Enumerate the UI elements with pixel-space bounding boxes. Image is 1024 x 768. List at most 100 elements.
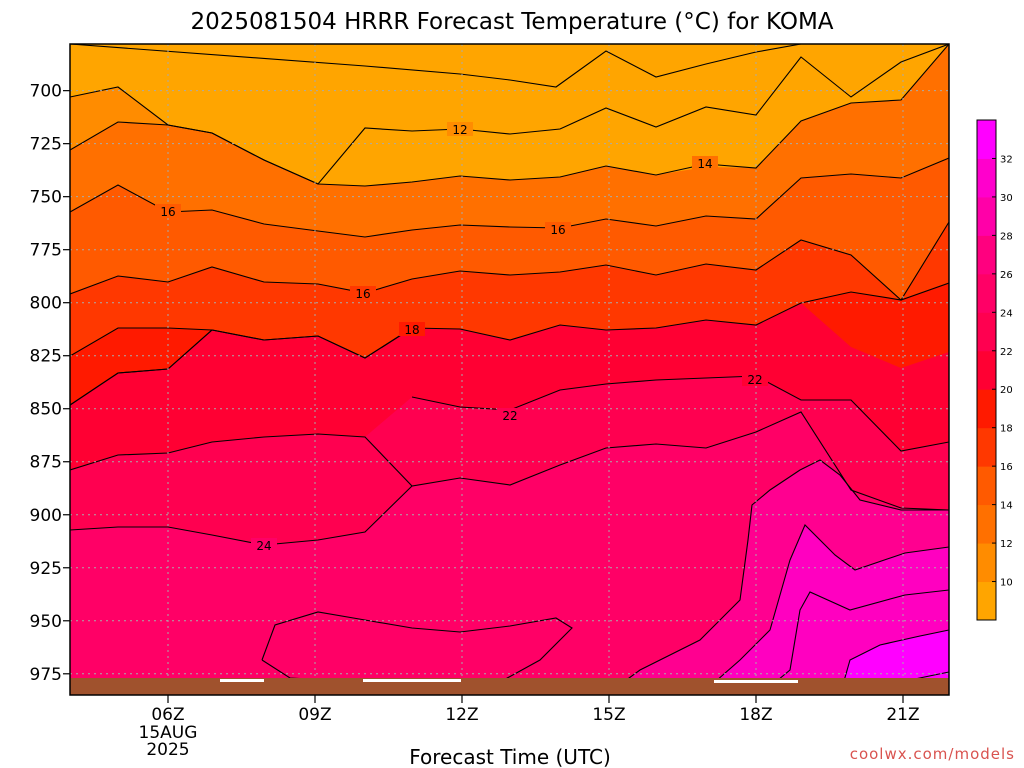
y-tick-label: 800	[30, 294, 62, 314]
colorbar: 10 12 14 16 18 20 22 24 26 28 30 32	[976, 119, 1013, 621]
x-axis-title: Forecast Time (UTC)	[409, 745, 611, 768]
contour-line-32	[759, 589, 949, 695]
x-tick-label: 21Z	[886, 705, 919, 725]
colorbar-tick-label: 30	[1000, 193, 1013, 204]
contour-line-14	[70, 44, 949, 187]
colorbar-tick-label: 26	[1000, 270, 1013, 281]
colorbar-swatch	[977, 389, 996, 429]
x-axis: 06Z 09Z 12Z 15Z 18Z 21Z	[151, 695, 920, 725]
colorbar-tick-label: 12	[1000, 539, 1013, 550]
colorbar-swatch	[977, 196, 996, 236]
contour-label-bg	[350, 286, 376, 300]
colorbar-swatch	[977, 312, 996, 352]
colorbar-swatch	[977, 543, 996, 583]
x-tick-label: 09Z	[298, 705, 331, 725]
contour-label-16a: 16	[155, 204, 181, 219]
contour-label-text: 16	[355, 287, 370, 301]
contour-label-bg	[447, 122, 473, 136]
contour-label-text: 24	[256, 539, 271, 553]
ground-markers	[220, 679, 798, 683]
colorbar-swatch	[977, 273, 996, 313]
contour-line-12	[70, 44, 802, 88]
colorbar-swatch	[977, 427, 996, 467]
colorbar-swatch	[977, 581, 996, 621]
colorbar-tick-label: 16	[1000, 462, 1013, 473]
colorbar-tick-label: 28	[1000, 231, 1013, 242]
contour-label-20: 18	[399, 322, 425, 337]
contour-label-22a: 22	[742, 372, 768, 387]
x-tick-label: 15Z	[592, 705, 625, 725]
contour-lines	[70, 44, 949, 695]
ground-marker	[220, 679, 264, 682]
colorbar-swatch	[977, 504, 996, 544]
contour-label-text: 16	[160, 205, 175, 219]
contour-line-26	[70, 485, 413, 546]
plot-frame	[69, 43, 950, 696]
y-tick-label: 900	[30, 506, 62, 526]
colorbar-frame	[976, 119, 997, 621]
colorbar-swatch	[977, 350, 996, 390]
colorbar-swatch	[977, 235, 996, 275]
contour-label-text: 22	[747, 373, 762, 387]
chart-title: 2025081504 HRRR Forecast Temperature (°C…	[190, 9, 833, 35]
x-tick-label: 18Z	[739, 705, 772, 725]
contour-label-22b: 22	[497, 408, 523, 423]
ground-strip	[70, 678, 949, 695]
contour-label-text: 22	[502, 409, 517, 423]
contour-label-bg	[497, 408, 523, 422]
x-tick-label: 06Z	[151, 705, 184, 725]
colorbar-swatch	[977, 158, 996, 198]
y-tick-label: 875	[30, 453, 62, 473]
y-tick-label: 975	[30, 665, 62, 685]
contour-label-bg	[545, 222, 571, 236]
x-date-year: 2025	[146, 740, 189, 760]
y-tick-label: 700	[30, 82, 62, 102]
credit-text: coolwx.com/models	[850, 745, 1015, 763]
ground-marker	[714, 680, 798, 683]
x-tick-label: 12Z	[445, 705, 478, 725]
contour-label-bg	[155, 204, 181, 218]
colorbar-tick-label: 14	[1000, 501, 1013, 512]
contour-line-16	[70, 157, 949, 238]
y-tick-label: 750	[30, 188, 62, 208]
y-tick-label: 825	[30, 347, 62, 367]
contour-label-text: 12	[452, 123, 467, 137]
contour-label-16b: 16	[545, 222, 571, 237]
colorbar-tick-label: 32	[1000, 154, 1013, 165]
contour-line-28	[605, 459, 949, 695]
contour-label-bg	[692, 156, 718, 170]
x-date-day: 15AUG	[139, 723, 198, 743]
contour-label-bg	[251, 538, 277, 552]
y-tick-label: 725	[30, 135, 62, 155]
contour-labels: 12 14 16 16 16 18 22 22 24	[155, 122, 768, 553]
colorbar-swatch	[977, 466, 996, 506]
contour-label-14: 14	[692, 156, 718, 171]
colorbar-tick-label: 18	[1000, 424, 1013, 435]
contour-label-text: 14	[697, 157, 712, 171]
contour-label-text: 18	[404, 323, 419, 337]
y-axis: 700 725 750 775 800 825 850 875 900 925 950 975	[30, 82, 70, 685]
contour-line-24	[70, 411, 949, 511]
y-tick-label: 775	[30, 241, 62, 261]
contour-fills	[70, 44, 949, 695]
contour-label-18: 16	[350, 286, 376, 301]
contour-line-18	[70, 221, 949, 301]
colorbar-swatch	[977, 120, 996, 159]
contour-label-12: 12	[447, 122, 473, 137]
colorbar-tick-label: 24	[1000, 308, 1013, 319]
y-tick-label: 925	[30, 559, 62, 579]
contour-label-bg	[399, 322, 425, 336]
contour-line-34	[839, 629, 949, 695]
contour-line-30	[699, 524, 949, 695]
contour-label-24: 24	[251, 538, 277, 553]
contour-label-bg	[742, 372, 768, 386]
contour-label-text: 16	[550, 223, 565, 237]
y-tick-label: 950	[30, 612, 62, 632]
colorbar-tick-label: 10	[1000, 578, 1013, 589]
colorbar-tick-label: 20	[1000, 385, 1013, 396]
ground-marker	[363, 679, 461, 682]
colorbar-tick-label: 22	[1000, 347, 1013, 358]
y-tick-label: 850	[30, 400, 62, 420]
